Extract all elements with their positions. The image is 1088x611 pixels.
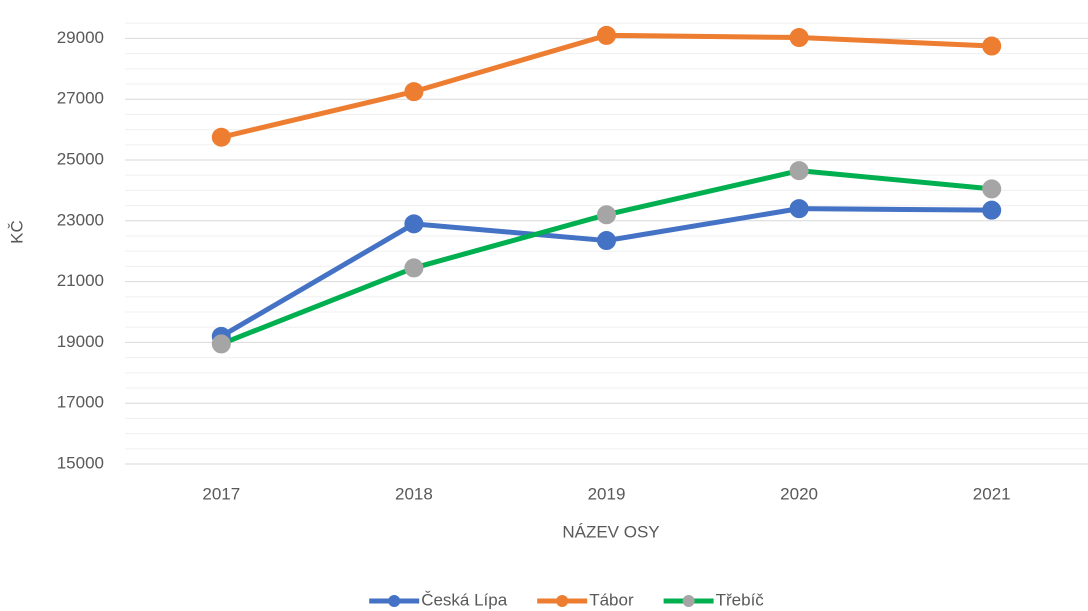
data-point [404,214,424,234]
legend-label: Česká Lípa [421,590,508,609]
series-line [220,206,992,339]
y-tick-label: 25000 [57,149,104,168]
x-tick-label: 2021 [973,484,1011,503]
y-tick-label: 19000 [57,332,104,351]
legend-marker [388,595,401,607]
y-tick-label: 15000 [57,453,104,472]
data-point [404,258,424,278]
data-point [789,199,809,219]
y-tick-label: 21000 [57,271,104,290]
x-tick-label: 2019 [588,484,626,503]
series-line [220,32,992,140]
y-tick-label: 23000 [57,210,104,229]
y-tick-label: 29000 [57,28,104,47]
x-tick-label: 2020 [780,484,818,503]
data-point [789,27,809,47]
legend-marker [556,595,569,607]
data-point [211,334,231,354]
data-point [597,25,616,45]
data-point [211,127,231,147]
x-tick-label: 2017 [202,484,240,503]
legend-label: Třebíč [716,590,765,609]
data-point [982,200,1002,220]
legend-label: Tábor [589,590,634,609]
y-axis-title: KČ [7,220,26,244]
x-axis-title: NÁZEV OSY [562,522,659,541]
data-point [404,82,424,102]
series-line [220,168,992,347]
data-point [789,161,809,181]
data-point [597,205,616,225]
data-point [982,36,1002,56]
x-tick-label: 2018 [395,484,433,503]
y-tick-label: 17000 [57,393,104,412]
data-point [597,231,616,251]
y-tick-label: 27000 [57,89,104,108]
legend-marker [682,595,695,607]
legend: Česká Lípa Tábor Třebíč [369,590,764,609]
data-point [982,179,1002,199]
